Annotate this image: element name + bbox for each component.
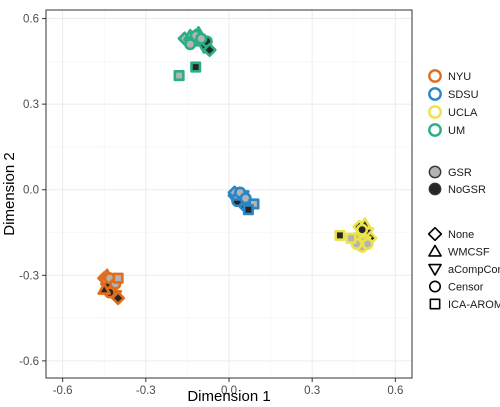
y-tick-label: 0.0 <box>23 185 39 197</box>
data-point-nyu <box>97 282 112 295</box>
legend-key-square <box>429 298 441 310</box>
legend-label-acompcor: aCompCor <box>448 264 500 276</box>
y-axis-title: Dimension 2 <box>1 152 18 235</box>
data-point-um <box>190 61 202 73</box>
data-point-nyu <box>112 272 124 284</box>
x-tick-label: -0.3 <box>136 385 156 397</box>
legend-label-censor: Censor <box>448 282 484 294</box>
legend-key-gsr <box>428 165 442 179</box>
data-point-sdsu <box>242 204 254 216</box>
x-tick-label: 0.6 <box>387 385 403 397</box>
legend-label-gsr: GSR <box>448 167 472 179</box>
y-tick-label: -0.3 <box>19 270 39 282</box>
legend-label-um: UM <box>448 125 465 137</box>
data-point-ucla <box>345 232 357 244</box>
x-tick-label: 0.3 <box>304 385 320 397</box>
data-point-nyu <box>111 291 126 306</box>
legend-label-ucla: UCLA <box>448 107 478 119</box>
legend-label-nyu: NYU <box>448 71 471 83</box>
data-point-um <box>173 70 185 82</box>
legend-key-nyu <box>428 69 442 83</box>
legend-key-um <box>428 123 442 137</box>
legend-label-wmcsf: WMCSF <box>448 247 490 259</box>
legend-label-nogsr: NoGSR <box>448 184 486 196</box>
legend-key-circle <box>428 280 442 293</box>
axes: -0.6 -0.3 0.0 0.3 0.6 -0.6 -0.3 0.0 0.3 0.6 <box>19 14 403 397</box>
data-point-ucla <box>361 237 374 250</box>
legend-label-ica-aroma: ICA-AROMA <box>448 299 500 311</box>
y-tick-label: 0.3 <box>23 99 39 111</box>
data-point-um <box>184 38 197 51</box>
legend-label-sdsu: SDSU <box>448 89 479 101</box>
data-point-um <box>195 32 208 45</box>
legend-key-triangle-up <box>428 244 442 257</box>
legend-key-triangle-down <box>428 263 442 276</box>
legend-key-diamond <box>427 226 443 242</box>
x-tick-label: -0.6 <box>53 385 73 397</box>
legend-label-none: None <box>448 229 474 241</box>
legend-key-ucla <box>428 105 442 119</box>
legend-key-sdsu <box>428 87 442 101</box>
data-point-ucla <box>356 223 369 236</box>
scatter-points <box>97 26 378 306</box>
data-point-sdsu <box>239 192 252 205</box>
data-point-um <box>202 42 217 57</box>
y-tick-label: 0.6 <box>23 14 39 26</box>
x-tick-label: 0.0 <box>221 385 237 397</box>
legend: NYU SDSU UCLA UM GSR NoGSR None WMCSF aCompCor Ce… <box>427 69 500 311</box>
x-axis-title: Dimension 1 <box>187 388 270 405</box>
y-tick-label: -0.6 <box>19 356 39 368</box>
data-point-ucla <box>334 229 346 241</box>
legend-key-nogsr <box>428 182 442 196</box>
grid-lines <box>46 10 412 378</box>
